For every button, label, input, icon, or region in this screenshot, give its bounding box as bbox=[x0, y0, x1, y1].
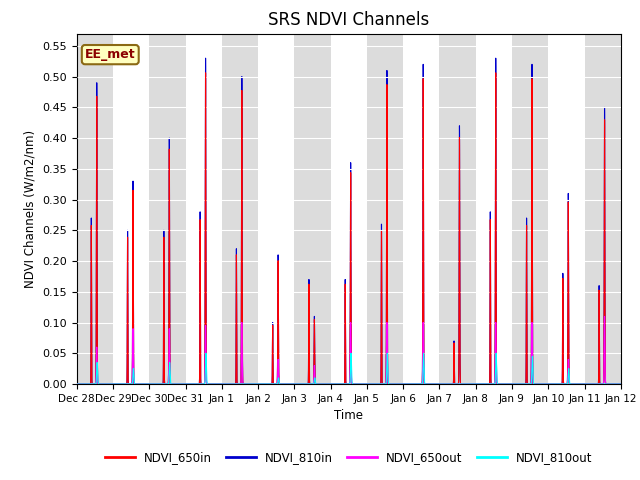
Title: SRS NDVI Channels: SRS NDVI Channels bbox=[268, 11, 429, 29]
Y-axis label: NDVI Channels (W/m2/nm): NDVI Channels (W/m2/nm) bbox=[24, 130, 36, 288]
NDVI_650out bbox=[184, 381, 191, 387]
NDVI_650in bbox=[501, 381, 509, 387]
Text: EE_met: EE_met bbox=[85, 48, 136, 61]
Bar bbox=[294, 34, 331, 384]
NDVI_810in bbox=[184, 381, 191, 387]
NDVI_650in bbox=[184, 381, 191, 387]
NDVI_650in bbox=[189, 381, 197, 387]
NDVI_810out bbox=[501, 381, 509, 387]
NDVI_650in bbox=[73, 381, 81, 387]
Bar bbox=[584, 34, 621, 384]
NDVI_650in bbox=[424, 381, 431, 387]
NDVI_810out bbox=[73, 381, 81, 387]
NDVI_810out bbox=[615, 381, 623, 387]
Bar bbox=[186, 34, 222, 384]
NDVI_810in bbox=[617, 381, 625, 387]
NDVI_810out bbox=[617, 381, 625, 387]
Bar bbox=[113, 34, 149, 384]
NDVI_650in bbox=[617, 381, 625, 387]
Bar bbox=[403, 34, 440, 384]
NDVI_650out bbox=[73, 381, 81, 387]
Bar bbox=[149, 34, 186, 384]
Bar bbox=[222, 34, 258, 384]
Line: NDVI_650out: NDVI_650out bbox=[77, 316, 621, 384]
X-axis label: Time: Time bbox=[334, 409, 364, 422]
NDVI_650out bbox=[276, 381, 284, 387]
NDVI_810out bbox=[202, 350, 210, 356]
NDVI_650out bbox=[189, 381, 197, 387]
NDVI_650out bbox=[424, 381, 431, 387]
NDVI_810out bbox=[424, 381, 431, 387]
NDVI_810in bbox=[276, 381, 284, 387]
NDVI_810out bbox=[276, 381, 284, 387]
NDVI_650out bbox=[601, 313, 609, 319]
NDVI_810in bbox=[615, 381, 623, 387]
Line: NDVI_810in: NDVI_810in bbox=[77, 58, 621, 384]
NDVI_810in bbox=[424, 381, 431, 387]
Bar bbox=[476, 34, 512, 384]
Line: NDVI_810out: NDVI_810out bbox=[77, 353, 621, 384]
NDVI_810out bbox=[184, 381, 191, 387]
Bar bbox=[331, 34, 367, 384]
Legend: NDVI_650in, NDVI_810in, NDVI_650out, NDVI_810out: NDVI_650in, NDVI_810in, NDVI_650out, NDV… bbox=[100, 447, 597, 469]
NDVI_810out bbox=[189, 381, 197, 387]
Bar bbox=[512, 34, 548, 384]
NDVI_650out bbox=[615, 381, 623, 387]
NDVI_650out bbox=[501, 381, 509, 387]
NDVI_650in bbox=[276, 381, 284, 387]
Bar bbox=[621, 34, 640, 384]
Bar bbox=[440, 34, 476, 384]
NDVI_810in bbox=[189, 381, 197, 387]
NDVI_650out bbox=[617, 381, 625, 387]
Bar bbox=[367, 34, 403, 384]
Bar bbox=[258, 34, 294, 384]
NDVI_650in bbox=[202, 70, 209, 76]
Line: NDVI_650in: NDVI_650in bbox=[77, 73, 621, 384]
NDVI_810in bbox=[73, 381, 81, 387]
Bar bbox=[548, 34, 584, 384]
NDVI_650in bbox=[615, 381, 623, 387]
NDVI_810in bbox=[501, 381, 509, 387]
NDVI_810in bbox=[202, 55, 209, 61]
Bar bbox=[77, 34, 113, 384]
